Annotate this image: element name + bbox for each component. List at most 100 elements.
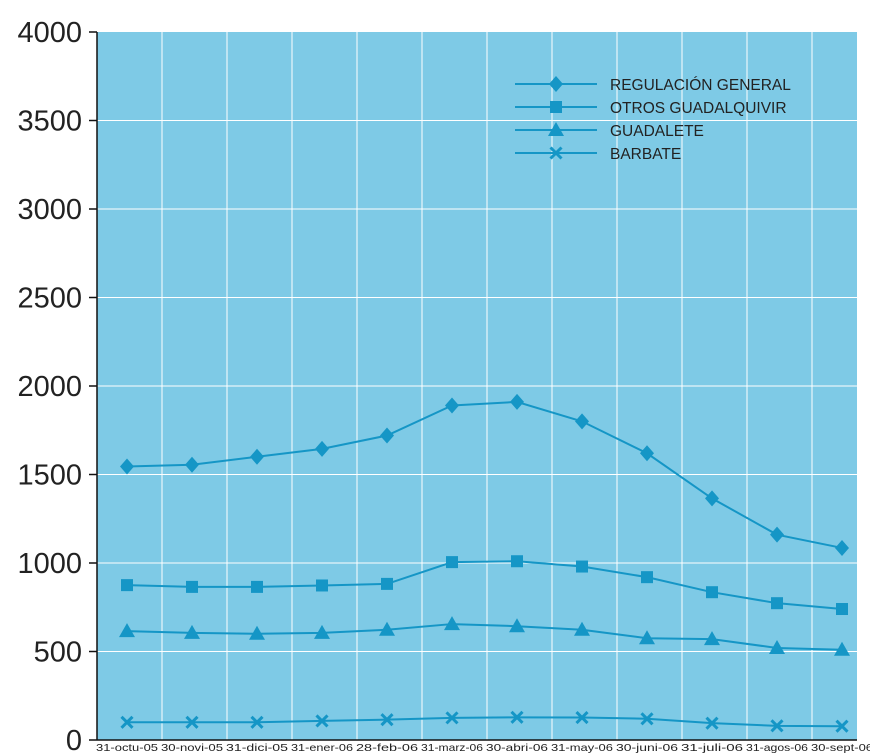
square-marker [576,560,588,573]
triangle-marker [379,621,395,636]
x-marker-stroke [705,716,719,730]
legend-entry: OTROS GUADALQUIVIR [515,100,787,117]
x-marker [549,146,563,160]
y-tick-label: 2500 [17,283,82,315]
x-marker-stroke [549,146,563,160]
diamond-marker [640,445,654,462]
triangle-marker [574,621,590,636]
triangle-marker [509,618,525,633]
square-marker [316,579,328,592]
x-marker [380,713,394,727]
x-marker-stroke [120,715,134,729]
x-axis-ticks: 31-octu-05 30-novi-05 31-dici-05 31-ener-06… [96,742,870,753]
x-tick-label: 30-abri-06 [486,742,548,753]
diamond-marker [315,440,329,457]
x-marker [770,719,784,733]
x-marker [575,710,589,725]
diamond-marker [250,448,264,465]
x-tick-label: 30-sept-06 [811,742,870,753]
square-marker [511,555,523,568]
series-line [126,560,843,611]
y-tick-label: 4000 [17,17,82,49]
legend-entry: GUADALETE [515,122,704,140]
y-tick-label: 3000 [17,194,82,226]
square-marker [641,571,653,584]
triangle-marker [548,122,564,136]
square-marker [446,556,458,569]
x-tick-label: 31-marz-06 [421,742,483,753]
legend-entry: REGULACIÓN GENERAL [515,76,791,94]
triangle-marker [119,623,135,638]
triangle-marker [444,616,460,631]
square-marker [550,101,562,113]
x-marker-stroke [185,715,199,729]
x-marker [510,710,524,724]
legend: REGULACIÓN GENERAL OTROS GUADALQUIVIR GUAD… [515,76,791,163]
x-tick-label: 31-juli-06 [681,742,743,753]
y-tick-label: 1500 [17,460,82,492]
series-diamond [120,393,849,556]
diamond-marker [185,456,199,473]
y-axis-ticks: 4000 3500 3000 2500 2000 1500 1000 500 0 [17,17,97,753]
y-tick-label: 3500 [17,106,82,138]
x-tick-label: 28-feb-06 [356,742,418,753]
triangle-marker [834,641,850,656]
diamond-marker [705,490,719,507]
series-triangle [119,616,850,656]
y-tick-label: 500 [34,637,82,669]
square-marker [381,577,393,590]
square-marker [836,603,848,616]
legend-label: OTROS GUADALQUIVIR [610,100,787,117]
x-marker [315,714,329,728]
diamond-marker [120,458,134,475]
x-marker [120,715,134,729]
x-tick-label: 30-novi-05 [161,742,223,753]
square-marker [706,586,718,599]
x-marker-stroke [575,710,589,725]
x-marker-stroke [835,719,849,733]
x-marker [185,715,199,729]
series-x [120,710,849,733]
diamond-marker [835,539,849,556]
x-marker [250,715,264,729]
series-line [127,716,843,728]
triangle-marker [704,631,720,646]
square-marker [121,579,133,592]
x-marker-stroke [380,713,394,727]
x-tick-label: 31-agos-06 [746,742,808,753]
x-marker [705,716,719,730]
triangle-marker [184,624,200,639]
x-tick-label: 30-juni-06 [616,742,678,753]
x-marker-stroke [640,712,654,726]
diamond-marker [445,397,459,414]
legend-label: REGULACIÓN GENERAL [610,77,791,94]
x-marker [640,712,654,726]
diamond-marker [549,76,563,92]
x-marker-stroke [510,710,524,724]
square-marker [251,580,263,593]
y-tick-label: 2000 [17,371,82,403]
grid-lines [97,32,857,740]
x-tick-label: 31-octu-05 [96,742,158,753]
legend-label: BARBATE [610,146,681,163]
diamond-marker [770,526,784,543]
diamond-marker [510,393,524,410]
x-marker-stroke [770,719,784,733]
y-tick-label: 1000 [17,548,82,580]
triangle-marker [249,625,265,640]
legend-entry: BARBATE [515,146,681,163]
square-marker [186,580,198,593]
series-line [126,400,843,549]
square-marker [771,597,783,610]
triangle-marker [314,624,330,639]
triangle-marker [639,630,655,645]
x-marker-stroke [315,714,329,728]
triangle-marker [769,639,785,654]
diamond-marker [575,413,589,430]
series-lines [119,393,850,733]
series-square [121,555,848,616]
x-marker [445,711,459,725]
legend-label: GUADALETE [610,123,704,140]
x-tick-label: 31-ener-06 [291,742,353,753]
